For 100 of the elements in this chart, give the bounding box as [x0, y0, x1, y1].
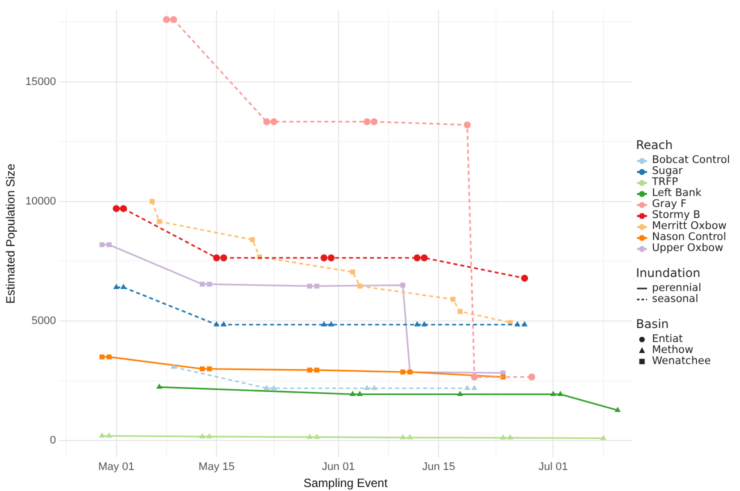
point — [99, 354, 104, 360]
point — [514, 321, 520, 326]
text: Wenatchee — [652, 355, 711, 367]
legend-label: Bobcat Control — [652, 154, 730, 166]
point — [307, 368, 312, 373]
point — [500, 434, 506, 440]
legend-label: Nason Control — [652, 231, 726, 243]
point — [200, 282, 205, 287]
point — [470, 374, 478, 381]
point — [522, 321, 528, 326]
point — [106, 354, 112, 360]
point — [314, 284, 320, 289]
point — [521, 274, 528, 282]
point — [471, 384, 478, 390]
point — [99, 242, 104, 248]
point — [356, 390, 363, 396]
legend-label: Gray F — [652, 198, 686, 210]
point — [206, 282, 212, 287]
point — [457, 390, 464, 396]
x-tick-label: May 15 — [198, 461, 235, 474]
point — [320, 321, 328, 326]
text: perennial — [652, 282, 702, 294]
x-tick-label: Jun 15 — [422, 461, 456, 474]
y-tick-label: 15000 — [25, 76, 56, 88]
y-tick-label: 5000 — [32, 315, 56, 328]
y-tick-label: 0 — [50, 434, 56, 447]
point — [306, 434, 313, 439]
point — [264, 384, 270, 390]
text: seasonal — [652, 293, 698, 305]
point — [328, 254, 335, 262]
point — [400, 282, 406, 288]
point — [314, 368, 320, 373]
point — [450, 296, 456, 302]
point — [507, 434, 514, 440]
x-tick-label: Jun 01 — [322, 461, 355, 474]
x-tick-label: May 01 — [98, 461, 134, 474]
point — [414, 321, 420, 326]
point — [528, 374, 536, 381]
point — [156, 384, 162, 389]
legend-label: Merritt Oxbow — [652, 220, 727, 232]
point — [170, 363, 177, 369]
point — [357, 284, 362, 289]
point — [600, 434, 606, 440]
x-tick-label: Jul 01 — [538, 461, 568, 474]
point — [320, 254, 328, 262]
point — [420, 254, 428, 262]
point — [400, 370, 406, 374]
point — [328, 321, 334, 326]
legend-title: Reach — [636, 138, 674, 152]
point — [156, 219, 162, 224]
point — [458, 308, 463, 314]
point — [250, 237, 255, 242]
point — [162, 16, 170, 24]
point — [350, 270, 356, 274]
y-tick-label: 10000 — [25, 195, 56, 208]
legend-label: Upper Oxbow — [652, 242, 724, 254]
point — [421, 321, 428, 326]
point — [220, 254, 228, 262]
point — [550, 390, 556, 396]
point — [214, 321, 220, 326]
point — [270, 384, 277, 390]
point — [120, 284, 126, 290]
point — [112, 205, 120, 212]
y-axis-title: Estimated Population Size — [4, 163, 18, 304]
point — [314, 434, 320, 439]
point — [150, 198, 155, 204]
point — [263, 118, 270, 126]
text: Inundation — [636, 266, 702, 280]
point — [213, 254, 220, 262]
point — [106, 242, 112, 248]
legend-label: TRFP — [652, 176, 678, 188]
point — [400, 434, 406, 440]
legend-label: Stormy B — [652, 209, 700, 221]
point — [557, 390, 564, 396]
legend-label: Left Bank — [652, 187, 702, 199]
point — [220, 321, 227, 326]
point — [98, 432, 105, 438]
text: Methow — [652, 344, 694, 356]
point — [307, 284, 312, 289]
point — [464, 384, 470, 390]
point — [414, 254, 421, 262]
x-axis-title: Sampling Event — [303, 476, 388, 490]
point — [199, 433, 206, 438]
point — [206, 433, 212, 438]
point — [350, 390, 356, 396]
point — [464, 121, 471, 128]
point — [106, 432, 112, 438]
point — [170, 16, 178, 24]
point — [363, 118, 370, 126]
point — [120, 205, 127, 212]
point — [270, 118, 278, 126]
text: Entiat — [652, 333, 683, 345]
point — [113, 284, 120, 290]
point — [370, 118, 378, 126]
text: Basin — [636, 317, 670, 331]
point — [200, 366, 205, 372]
point — [206, 366, 212, 372]
legend-label: Sugar — [652, 165, 683, 177]
point — [371, 384, 378, 390]
point — [364, 384, 370, 390]
